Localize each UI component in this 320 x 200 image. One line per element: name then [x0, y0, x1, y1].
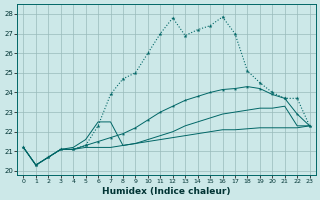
X-axis label: Humidex (Indice chaleur): Humidex (Indice chaleur) [102, 187, 231, 196]
